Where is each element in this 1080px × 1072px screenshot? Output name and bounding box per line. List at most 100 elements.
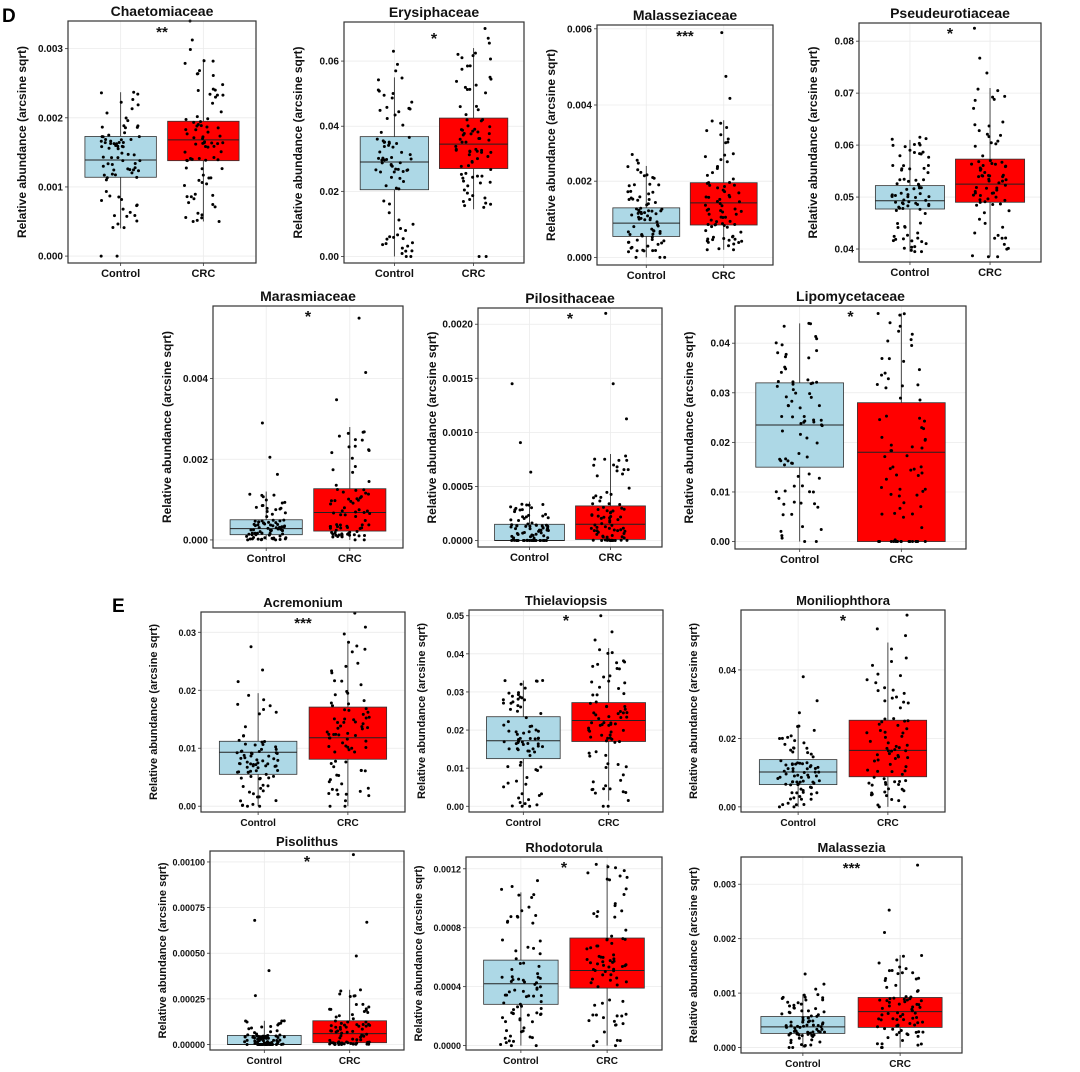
data-point xyxy=(408,153,412,157)
data-point xyxy=(780,429,784,433)
data-point xyxy=(458,137,462,141)
data-point xyxy=(816,765,820,769)
y-tick-label: 0.04 xyxy=(446,649,464,659)
data-point xyxy=(978,200,982,204)
data-point xyxy=(890,137,894,141)
data-point xyxy=(241,803,245,807)
data-point xyxy=(902,359,906,363)
data-point xyxy=(921,1020,925,1024)
data-point xyxy=(510,804,514,808)
box-control xyxy=(612,207,681,237)
data-point xyxy=(278,1033,282,1037)
data-point xyxy=(801,1016,805,1020)
data-point xyxy=(332,511,336,515)
data-point xyxy=(213,205,217,209)
data-point xyxy=(332,717,336,721)
data-point xyxy=(520,502,524,506)
data-point xyxy=(872,759,876,763)
data-point xyxy=(101,155,105,159)
data-point xyxy=(705,239,709,243)
data-point xyxy=(507,729,511,733)
data-point xyxy=(391,145,395,149)
data-point xyxy=(354,510,358,514)
data-point xyxy=(266,526,270,530)
data-point xyxy=(520,909,524,913)
data-point xyxy=(815,349,819,353)
data-point xyxy=(901,1039,905,1043)
data-point xyxy=(883,780,887,784)
data-point xyxy=(206,117,210,121)
data-point xyxy=(916,1043,920,1047)
data-point xyxy=(235,751,239,755)
data-point xyxy=(898,324,902,328)
data-point xyxy=(327,780,331,784)
data-point xyxy=(784,457,788,461)
data-point xyxy=(890,195,894,199)
data-point xyxy=(515,709,519,713)
data-point xyxy=(651,190,655,194)
data-point xyxy=(189,195,193,199)
data-point xyxy=(329,1029,333,1033)
data-point xyxy=(119,138,123,142)
data-point xyxy=(890,969,894,973)
data-point xyxy=(896,972,900,976)
data-point xyxy=(334,759,338,763)
data-point xyxy=(512,538,516,542)
data-point xyxy=(255,758,259,762)
data-point xyxy=(889,443,893,447)
data-point xyxy=(327,736,331,740)
data-point xyxy=(616,529,620,533)
data-point xyxy=(357,508,361,512)
data-point xyxy=(281,532,285,536)
data-point xyxy=(256,1037,260,1041)
data-point xyxy=(989,141,993,145)
data-point xyxy=(885,794,889,798)
data-point xyxy=(367,480,371,484)
data-point xyxy=(792,746,796,750)
data-point xyxy=(331,1041,335,1045)
y-tick-label: 0.00 xyxy=(320,252,340,263)
data-point xyxy=(509,505,513,509)
data-point xyxy=(265,1040,269,1044)
data-point xyxy=(915,1002,919,1006)
data-point xyxy=(184,166,188,170)
data-point xyxy=(400,76,404,80)
data-point xyxy=(518,441,522,445)
data-point xyxy=(997,181,1001,185)
panel-title: Acremonium xyxy=(263,595,342,610)
data-point xyxy=(612,953,616,957)
data-point xyxy=(473,51,477,55)
data-point xyxy=(622,532,626,536)
data-point xyxy=(341,490,345,494)
data-point xyxy=(877,805,881,809)
data-point xyxy=(367,715,371,719)
data-point xyxy=(196,211,200,215)
data-point xyxy=(376,78,380,82)
data-point xyxy=(251,1035,255,1039)
data-point xyxy=(801,675,805,679)
data-point xyxy=(917,184,921,188)
data-point xyxy=(261,503,265,507)
data-point xyxy=(274,538,278,542)
data-point xyxy=(464,171,468,175)
data-point xyxy=(799,501,803,505)
data-point xyxy=(462,131,466,135)
data-point xyxy=(486,154,490,158)
data-point xyxy=(591,787,595,791)
data-point xyxy=(705,129,709,133)
data-point xyxy=(401,237,405,241)
data-point xyxy=(365,1032,369,1036)
data-point xyxy=(803,540,807,544)
data-point xyxy=(280,501,284,505)
data-point xyxy=(480,148,484,152)
data-point xyxy=(541,526,545,530)
data-point xyxy=(539,1006,543,1010)
y-tick-label: 0.002 xyxy=(567,177,592,188)
data-point xyxy=(339,1021,343,1025)
data-point xyxy=(890,660,894,664)
data-point xyxy=(893,780,897,784)
data-point xyxy=(253,1039,257,1043)
data-point xyxy=(608,538,612,542)
